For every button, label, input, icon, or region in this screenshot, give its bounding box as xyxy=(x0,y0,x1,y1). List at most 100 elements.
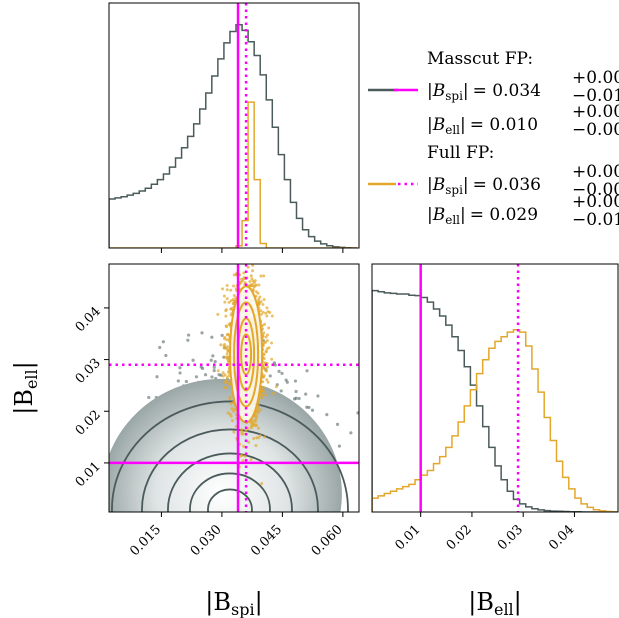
masscut-sample-point xyxy=(206,513,209,516)
full-sample-point xyxy=(265,378,269,382)
full-sample-point xyxy=(258,295,262,299)
bottom-right-x-tick-label: 0.03 xyxy=(495,522,526,553)
masscut-sample-point xyxy=(229,513,232,516)
full-sample-point xyxy=(219,343,223,347)
full-sample-point xyxy=(225,288,229,292)
full-sample-point xyxy=(225,385,229,389)
legend-masscut-ell: |Bell| = 0.010 xyxy=(427,115,538,137)
scatter-x-tick-label: 0.045 xyxy=(248,522,285,559)
full-sample-point xyxy=(270,341,274,345)
full-sample-point xyxy=(222,346,226,350)
masscut-sample-point xyxy=(349,431,353,435)
masscut-sample-point xyxy=(305,369,309,373)
full-sample-point xyxy=(258,433,262,437)
masscut-sample-point xyxy=(147,395,151,400)
masscut-sample-point xyxy=(246,513,249,516)
masscut-sample-point xyxy=(178,366,182,370)
full-sample-point xyxy=(254,290,258,294)
full-sample-point xyxy=(270,357,274,361)
full-sample-point xyxy=(267,326,271,330)
full-sample-point xyxy=(272,391,276,395)
full-sample-point xyxy=(232,284,236,288)
full-sample-point xyxy=(263,322,267,326)
masscut-sample-point xyxy=(207,513,210,516)
legend-masscut-spi: |Bspi| = 0.034 xyxy=(427,81,541,103)
masscut-sample-point xyxy=(294,389,298,394)
masscut-sample-point xyxy=(293,379,298,383)
masscut-sample-point xyxy=(271,512,274,515)
masscut-sample-point xyxy=(268,374,272,378)
full-sample-point xyxy=(229,313,233,317)
full-sample-point xyxy=(260,481,264,485)
full-sample-point xyxy=(262,297,266,301)
masscut-sample-point xyxy=(292,397,297,401)
x-axis-label-ell: |Bell| xyxy=(468,588,522,618)
masscut-sample-point xyxy=(193,512,196,515)
masscut-sample-point xyxy=(235,513,238,516)
masscut-sample-point xyxy=(210,335,214,339)
full-sample-point xyxy=(261,385,265,389)
full-sample-point xyxy=(216,369,220,373)
full-sample-point xyxy=(246,265,250,269)
full-spi-histogram xyxy=(109,101,357,248)
full-sample-point xyxy=(230,419,234,423)
masscut-sample-point xyxy=(366,470,369,473)
full-sample-point xyxy=(229,299,233,303)
masscut-density-fill xyxy=(109,378,342,512)
full-sample-point xyxy=(225,325,229,329)
scatter-x-tick-label: 0.030 xyxy=(188,522,225,559)
masscut-sample-point xyxy=(335,422,340,426)
masscut-sample-point xyxy=(212,368,216,373)
bottom-right-frame xyxy=(371,263,619,513)
histogram-layer xyxy=(109,3,357,248)
full-sample-point xyxy=(241,432,245,436)
masscut-sample-point xyxy=(178,371,182,375)
masscut-sample-point xyxy=(80,511,83,514)
masscut-sample-point xyxy=(203,373,208,377)
masscut-sample-point xyxy=(194,375,199,379)
masscut-sample-point xyxy=(220,333,224,338)
masscut-sample-point xyxy=(161,340,165,344)
full-sample-point xyxy=(222,344,226,348)
full-sample-point xyxy=(255,436,259,440)
full-sample-point xyxy=(225,352,229,356)
masscut-sample-point xyxy=(203,512,206,515)
full-sample-point xyxy=(241,459,245,463)
full-sample-point xyxy=(263,435,267,439)
full-sample-point xyxy=(264,369,268,373)
full-sample-point xyxy=(237,260,240,263)
full-sample-point xyxy=(260,396,264,400)
full-sample-point xyxy=(227,300,231,304)
masscut-sample-point xyxy=(277,369,281,373)
full-sample-point xyxy=(254,424,258,428)
masscut-sample-point xyxy=(252,512,255,515)
legend-masscut-spi-up: +0.007 xyxy=(572,68,619,88)
full-sample-point xyxy=(257,426,261,430)
full-sample-point xyxy=(264,393,268,397)
full-sample-point xyxy=(226,332,230,336)
scatter-y-tick-label: 0.04 xyxy=(73,304,104,335)
top-left-frame xyxy=(108,2,360,249)
legend-masscut-ell-up: +0.009 xyxy=(572,102,619,122)
full-sample-point xyxy=(226,349,230,353)
full-sample-point xyxy=(225,297,229,301)
full-sample-point xyxy=(264,311,268,315)
full-sample-point xyxy=(250,277,254,281)
full-sample-point xyxy=(216,312,220,316)
masscut-sample-point xyxy=(191,358,195,362)
masscut-sample-point xyxy=(266,513,269,516)
masscut-sample-point xyxy=(176,379,180,383)
scatter-panel: 0.015 0.030 0.045 0.060 0.01 0.02 0.03 0.04 xyxy=(73,260,369,559)
masscut-contour-5 xyxy=(207,488,253,512)
masscut-sample-point xyxy=(217,373,221,377)
full-sample-point xyxy=(252,436,256,440)
full-sample-point xyxy=(225,375,229,379)
masscut-sample-point xyxy=(158,345,162,350)
masscut-sample-point xyxy=(209,358,213,362)
full-sample-point xyxy=(223,336,227,340)
full-sample-point xyxy=(225,338,229,342)
masscut-sample-point xyxy=(285,380,289,384)
full-sample-point xyxy=(239,277,243,281)
full-sample-point xyxy=(247,440,251,444)
legend-full-spi: |Bspi| = 0.036 xyxy=(427,175,541,197)
